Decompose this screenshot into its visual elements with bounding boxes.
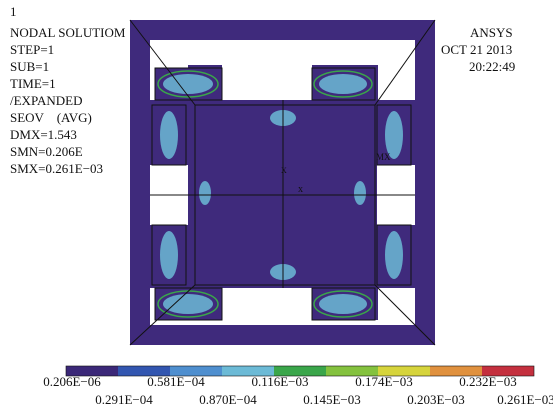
info-line: TIME=1 [10, 76, 56, 91]
date: OCT 21 2013 [441, 42, 512, 57]
window-number: 1 [10, 4, 17, 19]
info-panel: NODAL SOLUTIOM STEP=1 SUB=1 TIME=1/EXPANDED… [10, 25, 126, 176]
max-marker: MX [376, 152, 391, 162]
info-line: DMX=1.543 [10, 127, 77, 142]
legend-label: 0.203E−03 [407, 392, 465, 407]
gap [222, 288, 312, 320]
info-line: SUB=1 [10, 59, 49, 74]
info-line: SMN=0.206E [10, 144, 83, 159]
info-line: SMX=0.261E−03 [10, 161, 103, 176]
legend-label: 0.291E−04 [95, 392, 153, 407]
info-line: SEOV (AVG) [10, 110, 92, 125]
info-line: NODAL SOLUTIOM [10, 25, 126, 40]
legend: 0.206E−06 0.581E−04 0.116E−03 0.174E−03 0.23… [43, 366, 553, 407]
node-marker: X [281, 166, 287, 175]
legend-label: 0.174E−03 [355, 374, 413, 389]
legend-label: 0.206E−06 [43, 374, 101, 389]
ansys-window: 1 NODAL SOLUTIOM STEP=1 SUB=1 TIME=1/EXPAND… [0, 0, 553, 412]
legend-label: 0.145E−03 [303, 392, 361, 407]
brand: ANSYS [470, 25, 513, 40]
legend-label: 0.116E−03 [251, 374, 308, 389]
info-line: STEP=1 [10, 42, 54, 57]
gap [222, 65, 312, 100]
legend-label: 0.581E−04 [147, 374, 205, 389]
time: 20:22:49 [469, 59, 515, 74]
info-line: /EXPANDED [10, 93, 82, 108]
contour-plot: MX X x [130, 20, 435, 345]
center-marker: x [298, 184, 303, 195]
legend-label: 0.870E−04 [199, 392, 257, 407]
legend-label: 0.261E−03 [497, 392, 553, 407]
legend-label: 0.232E−03 [459, 374, 517, 389]
